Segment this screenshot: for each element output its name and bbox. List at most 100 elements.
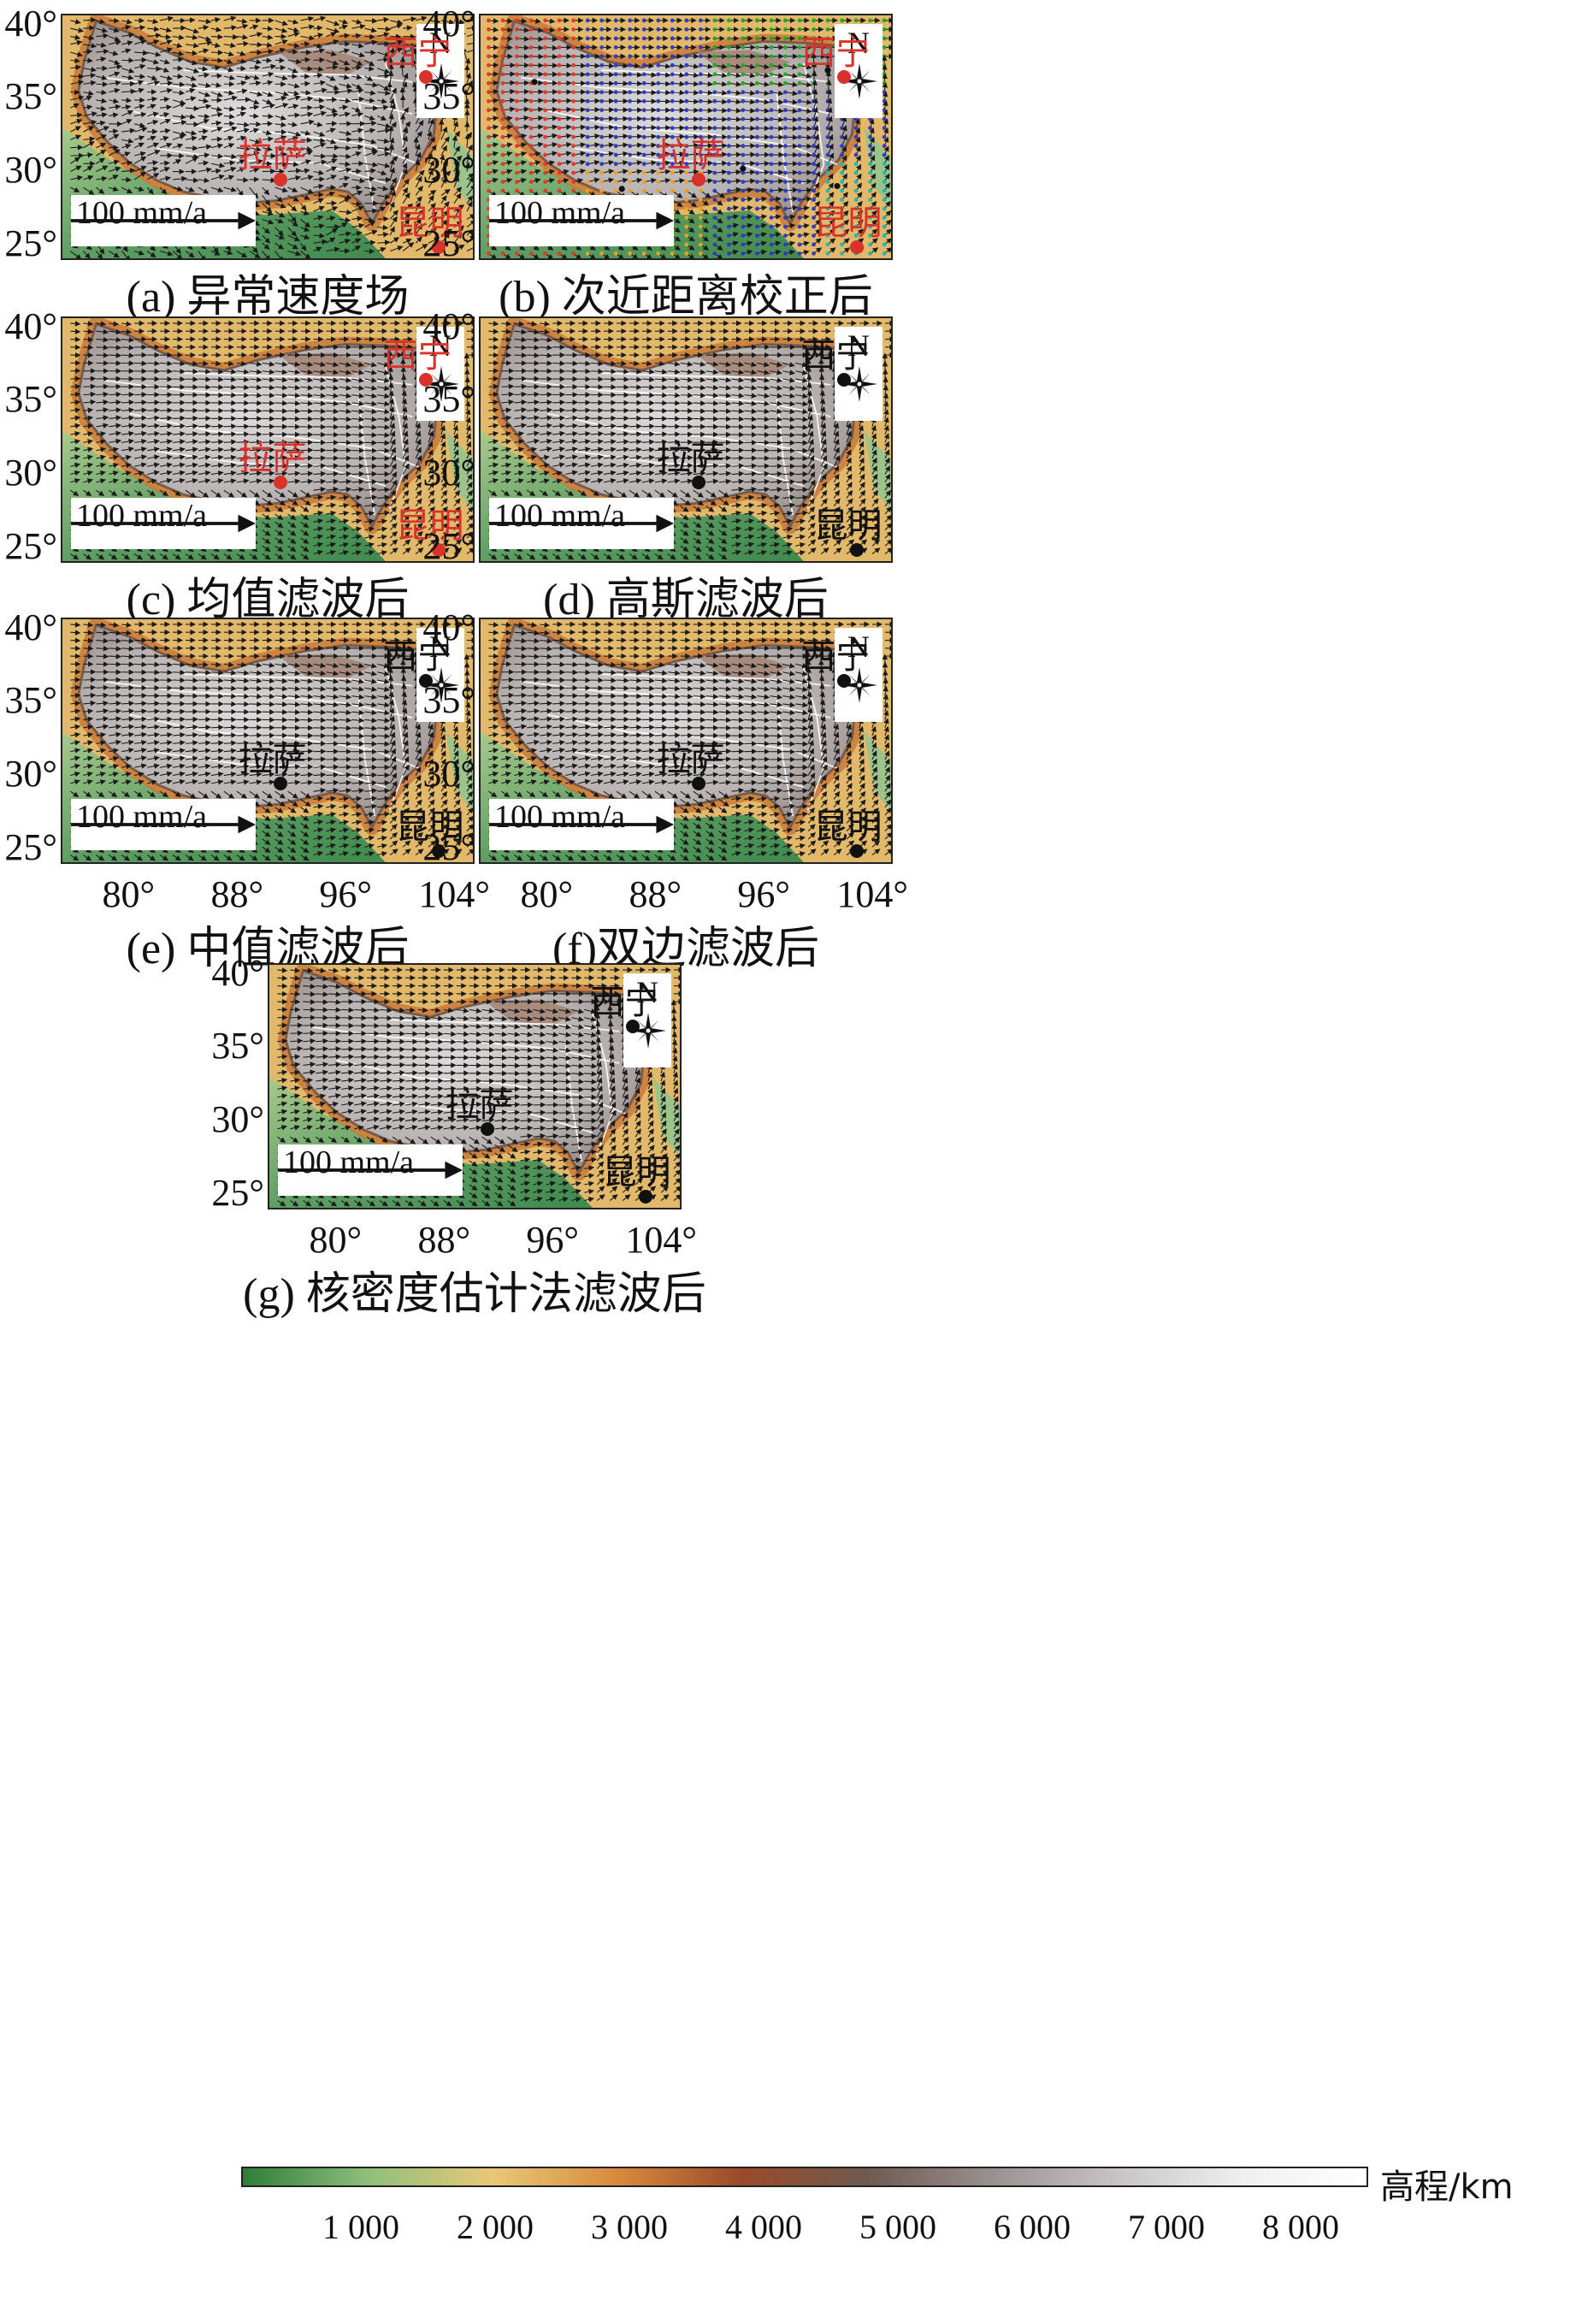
cluster-point	[727, 62, 731, 68]
cluster-point	[797, 108, 802, 113]
velocity-arrow	[185, 145, 198, 151]
cluster-point	[769, 36, 774, 41]
velocity-arrow	[527, 352, 540, 358]
latitude-tick: 30°	[422, 149, 475, 192]
cluster-point	[741, 116, 746, 121]
cluster-point	[641, 188, 646, 193]
cluster-point	[613, 116, 618, 121]
cluster-point	[797, 180, 802, 184]
cluster-point	[557, 116, 562, 121]
velocity-arrow	[463, 670, 470, 681]
cluster-point	[628, 18, 633, 23]
cluster-point	[571, 108, 576, 113]
cluster-point	[515, 162, 519, 167]
cluster-point	[741, 108, 746, 113]
cluster-point	[853, 180, 859, 184]
cluster-point	[557, 98, 562, 103]
cluster-point	[712, 198, 717, 202]
cluster-point	[769, 198, 774, 202]
velocity-arrow	[654, 392, 668, 399]
cluster-point	[656, 116, 661, 121]
cluster-point	[825, 108, 830, 113]
cluster-point	[656, 108, 661, 113]
velocity-arrow	[262, 701, 275, 707]
cluster-point	[599, 62, 604, 68]
cluster-point	[500, 54, 505, 59]
latitude-tick: 35°	[4, 75, 57, 118]
cluster-point	[613, 144, 618, 149]
cluster-point	[727, 134, 731, 139]
cluster-point	[769, 116, 774, 121]
velocity-arrow	[70, 145, 84, 151]
cluster-point	[769, 108, 774, 113]
cluster-point	[670, 180, 675, 184]
cluster-point	[500, 18, 505, 23]
cluster-point	[670, 80, 675, 86]
cluster-point	[741, 180, 746, 184]
cluster-point	[684, 251, 689, 256]
cluster-point	[882, 188, 887, 193]
cluster-point	[868, 242, 872, 247]
cluster-point	[727, 90, 731, 95]
cluster-point	[769, 162, 774, 167]
cluster-point	[515, 98, 519, 103]
cluster-point	[656, 98, 661, 103]
cluster-point	[783, 242, 788, 247]
cluster-point	[670, 116, 675, 121]
cluster-point	[882, 242, 887, 247]
cluster-point	[684, 180, 689, 184]
velocity-arrow	[134, 360, 148, 367]
cluster-point	[741, 126, 746, 131]
latitude-tick: 35°	[422, 378, 475, 421]
cluster-point	[557, 152, 562, 157]
velocity-arrow	[134, 399, 148, 405]
velocity-arrow	[185, 415, 198, 422]
cluster-point	[712, 126, 717, 131]
cluster-point	[783, 27, 788, 32]
cluster-point	[599, 126, 604, 131]
cluster-point	[487, 180, 491, 184]
cluster-point	[585, 90, 590, 95]
cluster-point	[500, 126, 505, 131]
cluster-point	[882, 116, 887, 121]
cluster-point	[783, 72, 788, 77]
velocity-arrow	[641, 423, 655, 429]
cluster-point	[741, 234, 746, 238]
cluster-point	[543, 80, 547, 86]
cluster-point	[812, 144, 816, 149]
cluster-point	[882, 144, 887, 149]
cluster-point	[783, 116, 788, 121]
cluster-point	[670, 27, 675, 32]
cluster-point	[557, 188, 562, 193]
cluster-point	[797, 234, 802, 238]
latitude-tick: 30°	[4, 452, 57, 494]
cluster-point	[882, 216, 887, 220]
map-frame: 100 mm/a N 西宁 拉萨 昆明	[61, 316, 475, 563]
cluster-point	[571, 72, 576, 77]
cluster-point	[599, 152, 604, 157]
cluster-point	[741, 54, 746, 59]
cluster-point	[500, 162, 505, 167]
cluster-center	[531, 79, 538, 86]
cluster-point	[812, 134, 816, 139]
cluster-point	[599, 108, 604, 113]
cluster-point	[684, 206, 689, 211]
cluster-point	[585, 45, 590, 50]
cluster-point	[755, 216, 759, 220]
cluster-point	[882, 72, 887, 77]
cluster-point	[670, 18, 675, 23]
scale-bar: 100 mm/a	[71, 195, 256, 246]
latitude-tick: 30°	[422, 452, 475, 494]
cluster-point	[571, 170, 576, 175]
cluster-point	[712, 72, 717, 77]
cluster-point	[487, 170, 491, 175]
cluster-point	[500, 45, 505, 50]
cluster-point	[741, 152, 746, 157]
scale-bar: 100 mm/a	[71, 498, 256, 549]
cluster-point	[755, 18, 759, 23]
velocity-arrow	[210, 423, 224, 429]
cluster-point	[882, 134, 887, 139]
cluster-point	[528, 188, 534, 193]
cluster-point	[599, 162, 604, 167]
cluster-point	[783, 36, 788, 41]
